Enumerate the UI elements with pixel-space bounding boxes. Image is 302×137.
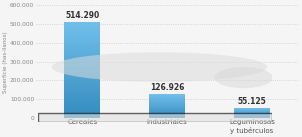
Bar <box>64 83 100 85</box>
Bar <box>234 117 270 118</box>
Text: 55.125: 55.125 <box>237 97 266 106</box>
Bar <box>64 39 100 41</box>
Bar <box>64 27 100 29</box>
Bar <box>149 100 185 101</box>
Bar <box>64 101 100 102</box>
Bar <box>64 25 100 27</box>
Bar <box>64 104 100 106</box>
Bar <box>149 111 185 112</box>
Bar <box>64 91 100 93</box>
Bar <box>149 94 185 95</box>
Bar <box>149 101 185 102</box>
Bar <box>234 116 270 117</box>
Bar <box>64 33 100 35</box>
Bar <box>149 114 185 115</box>
Ellipse shape <box>214 67 273 88</box>
Bar <box>149 116 185 117</box>
Bar <box>149 112 185 113</box>
Bar <box>234 111 270 112</box>
Bar <box>64 66 100 68</box>
Bar <box>64 97 100 99</box>
Text: 126.926: 126.926 <box>150 83 184 92</box>
Bar <box>64 54 100 56</box>
Bar <box>64 41 100 43</box>
Bar <box>149 103 185 104</box>
Bar <box>149 102 185 103</box>
Bar <box>149 104 185 105</box>
Bar <box>64 102 100 104</box>
Bar <box>234 108 270 109</box>
Bar <box>64 64 100 66</box>
Bar <box>64 110 100 112</box>
Bar <box>234 115 270 116</box>
FancyBboxPatch shape <box>38 113 272 122</box>
Bar <box>234 109 270 110</box>
Bar <box>64 56 100 58</box>
Bar <box>149 98 185 99</box>
Bar <box>64 108 100 110</box>
Bar <box>64 50 100 52</box>
Text: 514.290: 514.290 <box>65 11 99 20</box>
Bar <box>64 81 100 83</box>
Bar <box>64 116 100 118</box>
Bar <box>149 105 185 106</box>
Bar <box>149 106 185 107</box>
Bar <box>234 113 270 114</box>
Y-axis label: Superficie (has-llanos): Superficie (has-llanos) <box>3 31 8 92</box>
Bar <box>64 72 100 74</box>
Bar <box>149 109 185 110</box>
Bar <box>64 23 100 25</box>
Bar <box>64 89 100 91</box>
Bar <box>64 48 100 50</box>
Bar <box>64 77 100 79</box>
Bar <box>64 75 100 77</box>
Bar <box>64 52 100 54</box>
Bar <box>64 93 100 95</box>
Bar <box>64 79 100 81</box>
Bar <box>64 74 100 75</box>
Bar <box>64 29 100 31</box>
Bar <box>64 22 100 23</box>
Bar <box>64 70 100 72</box>
Bar <box>234 110 270 111</box>
Bar <box>64 47 100 48</box>
Bar <box>149 107 185 108</box>
Bar <box>149 115 185 116</box>
Bar <box>64 106 100 108</box>
Bar <box>149 110 185 111</box>
Bar <box>234 112 270 113</box>
Bar <box>64 58 100 60</box>
Bar <box>64 95 100 97</box>
Bar <box>64 37 100 39</box>
Bar <box>64 62 100 64</box>
Bar <box>64 35 100 37</box>
Bar <box>234 114 270 115</box>
Bar <box>149 113 185 114</box>
Bar <box>64 43 100 45</box>
Bar <box>149 97 185 98</box>
Bar <box>64 114 100 116</box>
Bar <box>64 99 100 101</box>
Bar <box>149 108 185 109</box>
Bar <box>64 31 100 33</box>
Bar <box>64 112 100 114</box>
Bar <box>64 87 100 89</box>
Bar <box>64 68 100 70</box>
Bar <box>149 99 185 100</box>
Bar <box>64 60 100 62</box>
Ellipse shape <box>52 52 267 82</box>
Bar <box>149 96 185 97</box>
Bar <box>64 85 100 87</box>
Bar <box>149 117 185 118</box>
Bar <box>64 45 100 47</box>
Bar <box>149 95 185 96</box>
